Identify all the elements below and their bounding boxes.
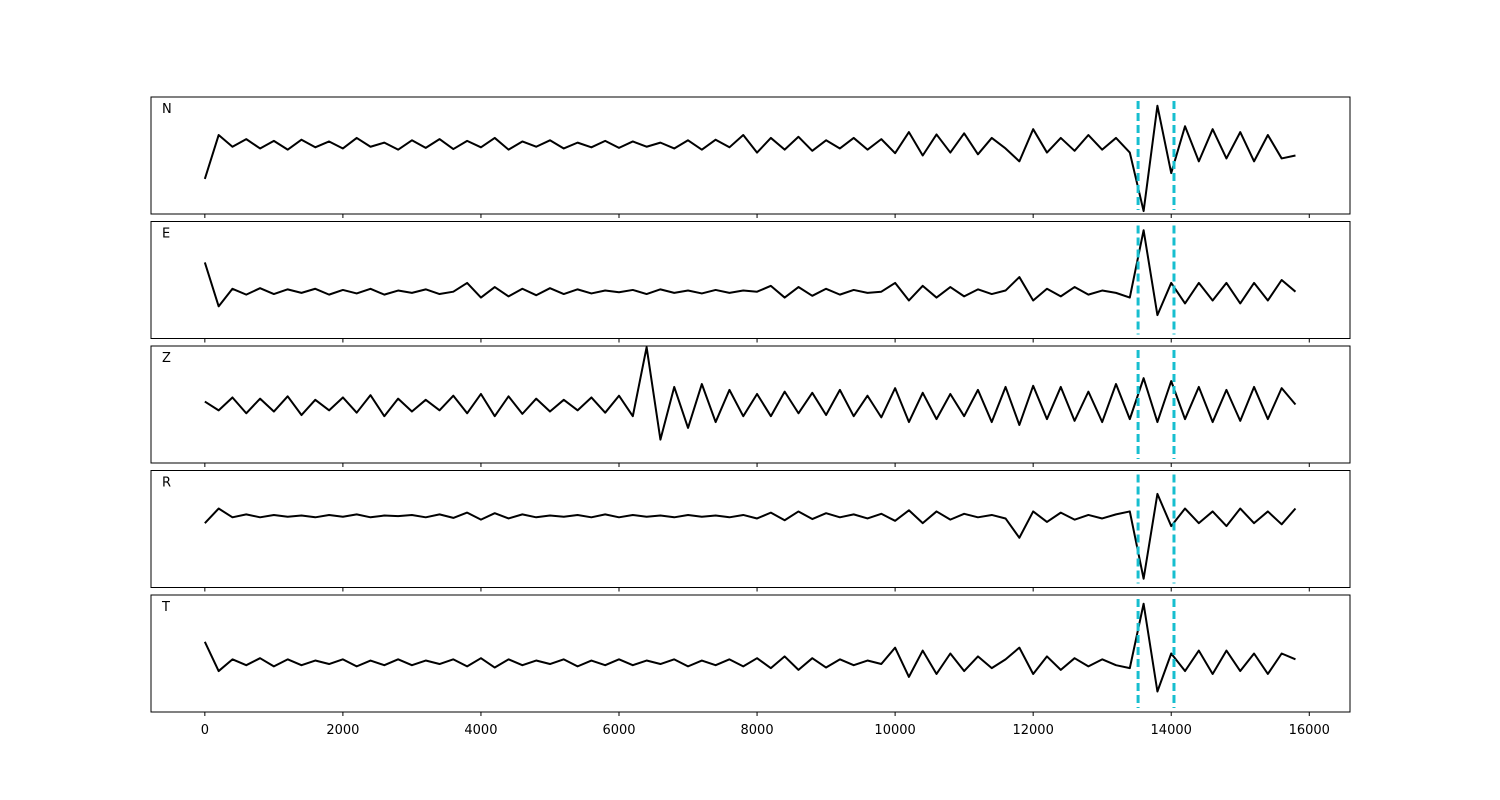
trace <box>204 346 1297 441</box>
trace <box>204 492 1297 580</box>
x-tick-label: 12000 <box>1012 723 1053 738</box>
x-tick-label: 10000 <box>874 723 915 738</box>
trace <box>203 602 1296 693</box>
panel-label: T <box>161 600 170 615</box>
panel-frame <box>150 470 1351 588</box>
x-tick-label: 14000 <box>1151 723 1192 738</box>
panel-label: N <box>162 102 172 117</box>
x-tick-label: 16000 <box>1289 723 1330 738</box>
panel-frame <box>150 594 1351 713</box>
x-tick-label: 8000 <box>741 723 774 738</box>
panel-label: E <box>162 227 170 242</box>
panel-label: Z <box>162 351 171 366</box>
x-tick-label: 4000 <box>464 723 497 738</box>
panel-label: R <box>162 476 171 491</box>
panel-frame <box>150 345 1351 464</box>
x-tick-label: 2000 <box>326 723 359 738</box>
x-tick-label: 6000 <box>602 723 635 738</box>
trace <box>203 104 1296 213</box>
x-tick-label: 0 <box>201 723 209 738</box>
panel-frame <box>150 96 1351 215</box>
trace <box>203 229 1297 317</box>
panel-frame <box>150 221 1351 339</box>
